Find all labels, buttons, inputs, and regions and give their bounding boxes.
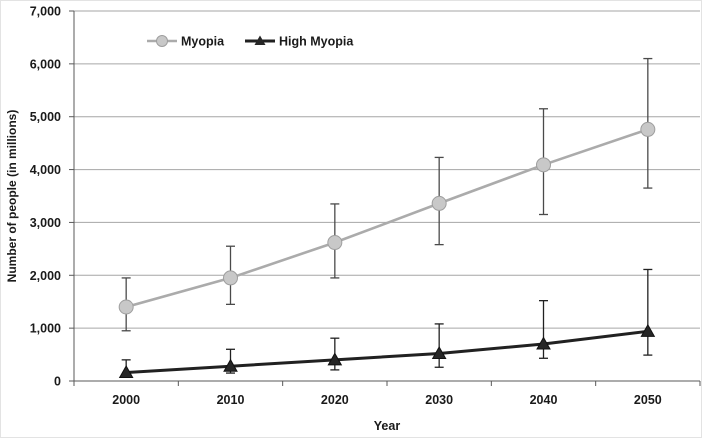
legend-marker: [156, 35, 168, 47]
x-tick-label: 2040: [530, 393, 558, 407]
y-tick-label: 0: [54, 375, 61, 389]
data-point-marker: [327, 352, 343, 366]
legend-marker: [254, 35, 266, 45]
data-point-marker: [223, 358, 238, 372]
data-point-marker: [223, 270, 238, 286]
legend-label: Myopia: [181, 35, 225, 49]
y-tick-label: 3,000: [30, 216, 61, 230]
y-tick-label: 7,000: [30, 5, 61, 19]
y-tick-label: 6,000: [30, 57, 61, 71]
data-point-marker: [640, 121, 656, 137]
x-axis-title: Year: [373, 419, 401, 433]
y-tick-label: 4,000: [30, 163, 61, 177]
x-tick-label: 2050: [634, 393, 662, 407]
y-tick-label: 2,000: [30, 269, 61, 283]
data-point-marker: [431, 345, 447, 360]
series-line: [125, 128, 649, 309]
x-tick-label: 2000: [112, 393, 140, 407]
x-tick-label: 2010: [217, 393, 245, 407]
data-point-marker: [536, 157, 551, 173]
data-point-marker: [640, 323, 656, 337]
data-point-marker: [431, 195, 447, 211]
x-tick-label: 2020: [321, 393, 349, 407]
data-point-marker: [327, 235, 343, 251]
x-tick-label: 2030: [425, 393, 453, 407]
legend-label: High Myopia: [279, 35, 354, 49]
y-tick-label: 5,000: [30, 110, 61, 124]
y-tick-label: 1,000: [30, 322, 61, 336]
data-point-marker: [536, 336, 551, 350]
series-line: [126, 329, 649, 375]
data-point-marker: [118, 365, 134, 379]
data-point-marker: [118, 299, 134, 315]
